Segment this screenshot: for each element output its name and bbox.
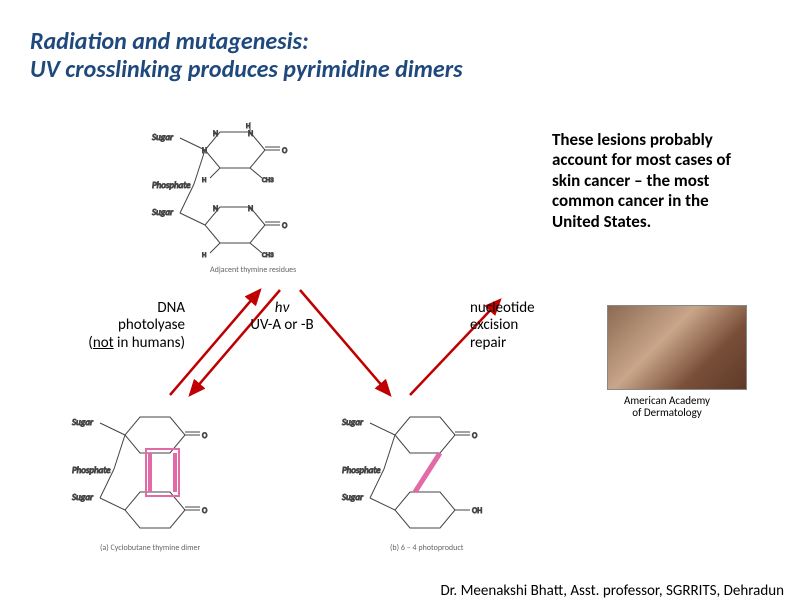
chem-structure-top: Sugar Phosphate N N H O H H CH3 Sugar N … — [150, 120, 360, 275]
svg-text:O: O — [282, 221, 288, 231]
svg-text:N: N — [248, 204, 253, 214]
hv-l2: UV-A or -B — [237, 317, 327, 334]
svg-text:O: O — [282, 146, 288, 156]
svg-text:CH3: CH3 — [262, 250, 274, 259]
ner-label: nucleotide excision repair — [470, 300, 560, 352]
dna-l3: (not in humans) — [85, 335, 185, 352]
svg-text:H: H — [202, 250, 206, 259]
svg-text:H: H — [246, 121, 250, 130]
side-note: These lesions probably account for most … — [552, 130, 752, 232]
svg-text:O: O — [202, 431, 208, 441]
aad-l2: of Dermatology — [597, 407, 737, 419]
ner-l1: nucleotide — [470, 300, 560, 317]
phosphate-label: Phosphate — [152, 180, 191, 191]
svg-text:O: O — [202, 506, 208, 516]
svg-text:Phosphate: Phosphate — [72, 465, 111, 476]
ner-l2: excision — [470, 317, 560, 334]
svg-text:Phosphate: Phosphate — [342, 465, 381, 476]
adjacent-caption: Adjacent thymine residues — [210, 265, 296, 275]
title-line2: UV crosslinking produces pyrimidine dime… — [30, 56, 630, 84]
svg-text:OH: OH — [472, 506, 482, 516]
svg-text:CH3: CH3 — [262, 175, 274, 184]
svg-text:Sugar: Sugar — [152, 207, 174, 218]
hv-label: hν UV-A or -B — [237, 300, 327, 335]
skin-cancer-photo — [607, 305, 747, 390]
slide-footer: Dr. Meenakshi Bhatt, Asst. professor, SG… — [0, 582, 792, 600]
svg-text:Sugar: Sugar — [72, 492, 94, 503]
svg-text:Sugar: Sugar — [342, 492, 364, 503]
svg-text:Sugar: Sugar — [72, 417, 94, 428]
dna-l1: DNA — [85, 300, 185, 317]
svg-text:Sugar: Sugar — [342, 417, 364, 428]
svg-text:H: H — [202, 146, 207, 156]
chem-structure-64: Sugar Phosphate O Sugar OH (b) 6 – 4 pho… — [340, 405, 560, 555]
sugar-label: Sugar — [152, 132, 174, 143]
svg-text:N: N — [213, 129, 218, 139]
cap-a: (a) Cyclobutane thymine dimer — [100, 543, 201, 553]
slide-title: Radiation and mutagenesis: UV crosslinki… — [30, 28, 630, 83]
svg-text:N: N — [213, 204, 218, 214]
svg-text:N: N — [248, 129, 253, 139]
aad-credit: American Academy of Dermatology — [597, 395, 737, 419]
title-line1: Radiation and mutagenesis: — [30, 28, 630, 56]
cap-b: (b) 6 – 4 photoproduct — [390, 543, 464, 553]
hv-l1: hν — [237, 300, 327, 317]
dna-l2: photolyase — [85, 317, 185, 334]
chem-structure-cyclobutane: Sugar Phosphate O Sugar O (a) Cyclobutan… — [70, 405, 290, 555]
dna-photolyase-label: DNA photolyase (not in humans) — [85, 300, 185, 352]
svg-text:O: O — [472, 431, 478, 441]
ner-l3: repair — [470, 335, 560, 352]
svg-text:H: H — [202, 175, 206, 184]
